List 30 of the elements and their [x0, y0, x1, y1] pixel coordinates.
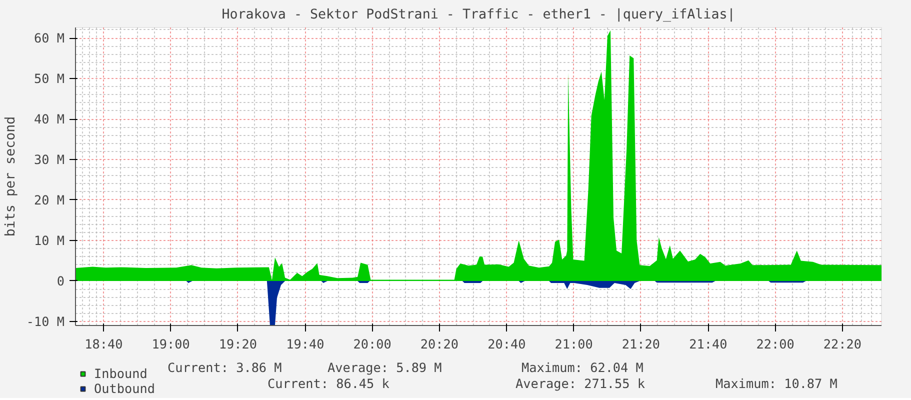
x-tick-label: 18:40: [84, 336, 123, 352]
y-tick-label: 20 M: [34, 192, 65, 208]
text: Current: 3.86 M: [168, 360, 282, 375]
text: Maximum: 62.04 M: [522, 360, 644, 375]
x-tick-label: 19:40: [286, 336, 324, 352]
y-tick-label: 60 M: [34, 30, 65, 46]
text: Average: 5.89 M: [328, 360, 442, 375]
y-tick-label: 10 M: [34, 232, 65, 248]
text: Current: 86.45 k: [268, 376, 390, 391]
x-tick-label: 21:20: [622, 336, 660, 352]
x-tick-label: 19:20: [218, 336, 257, 352]
x-tick-label: 19:00: [152, 336, 190, 352]
y-tick-label: 50 M: [34, 71, 65, 86]
x-tick-label: 21:00: [554, 336, 593, 352]
legend-label: Outbound: [94, 381, 155, 396]
chart-title: Horakova - Sektor PodStrani - Traffic - ether1 - |query_ifAlias|: [222, 8, 736, 22]
x-tick-label: 21:40: [689, 336, 728, 352]
x-tick-label: 20:20: [420, 336, 458, 352]
y-tick-label: 40 M: [34, 112, 65, 127]
y-axis-title: bits per second: [3, 116, 18, 237]
text: Maximum: 10.87 M: [716, 376, 838, 391]
legend-label: Inbound: [94, 366, 148, 381]
x-tick-label: 20:00: [353, 336, 392, 352]
y-tick-label: 30 M: [34, 152, 65, 167]
x-tick-label: 20:40: [488, 336, 526, 352]
x-tick-label: 22:00: [756, 336, 794, 352]
x-tick-label: 22:20: [823, 336, 862, 352]
text: Average: 271.55 k: [516, 376, 646, 391]
y-tick-label: -10 M: [26, 314, 65, 329]
y-tick-label: 0: [56, 273, 65, 288]
